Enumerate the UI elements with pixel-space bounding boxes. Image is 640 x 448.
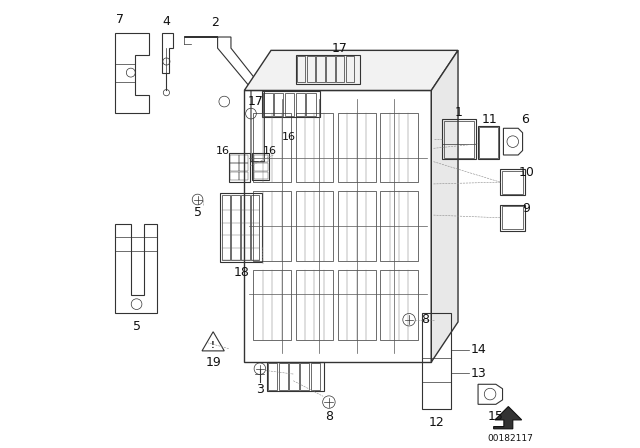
Text: 1: 1 [455, 106, 463, 119]
Polygon shape [431, 50, 458, 362]
Bar [285, 93, 294, 116]
Bar [253, 172, 268, 179]
Text: 19: 19 [205, 356, 221, 369]
Bar [444, 121, 474, 158]
Bar [253, 270, 291, 340]
Bar [274, 93, 284, 116]
Bar [239, 164, 248, 172]
Text: 13: 13 [470, 366, 486, 379]
Text: 4: 4 [163, 15, 170, 28]
Bar [422, 313, 451, 409]
Bar [307, 56, 315, 82]
Text: 5: 5 [132, 320, 141, 333]
Text: 10: 10 [519, 166, 535, 179]
Text: 8: 8 [420, 313, 429, 326]
Bar [244, 90, 431, 362]
Bar [253, 113, 291, 182]
Bar [252, 153, 269, 181]
Bar [338, 270, 376, 340]
Bar [253, 191, 291, 261]
Bar [346, 56, 355, 82]
Bar [316, 56, 325, 82]
Bar [296, 191, 333, 261]
Bar [228, 153, 250, 182]
Bar [221, 194, 230, 260]
Bar [253, 155, 268, 162]
Bar [230, 164, 239, 172]
Bar [289, 363, 299, 390]
Bar [380, 270, 418, 340]
Bar [253, 164, 268, 171]
Text: 17: 17 [332, 42, 348, 55]
Bar [306, 93, 316, 116]
Bar [267, 362, 324, 391]
Bar [251, 194, 259, 260]
Text: !: ! [211, 340, 215, 349]
Text: 16: 16 [282, 132, 296, 142]
Bar [479, 127, 498, 158]
Polygon shape [493, 406, 522, 429]
Bar [296, 113, 333, 182]
Bar [478, 126, 499, 159]
Text: 9: 9 [522, 202, 530, 215]
Text: 7: 7 [116, 13, 124, 26]
Bar [500, 205, 525, 231]
Bar [326, 56, 335, 82]
Bar [241, 194, 250, 260]
Text: 00182117: 00182117 [487, 434, 533, 443]
Bar [264, 93, 273, 116]
Bar [239, 172, 248, 181]
Text: 8: 8 [325, 410, 333, 423]
Bar [502, 206, 524, 229]
Bar [338, 191, 376, 261]
Text: 2: 2 [211, 16, 220, 29]
Bar [300, 363, 309, 390]
Text: 12: 12 [429, 416, 445, 429]
Bar [336, 56, 344, 82]
Bar [310, 363, 320, 390]
Text: 16: 16 [216, 146, 230, 155]
Bar [230, 155, 239, 163]
Bar [296, 270, 333, 340]
Bar [220, 193, 262, 262]
Text: 3: 3 [256, 383, 264, 396]
Bar [297, 56, 305, 82]
Text: 18: 18 [233, 267, 249, 280]
Text: 6: 6 [521, 113, 529, 126]
Bar [239, 155, 248, 163]
Bar [230, 172, 239, 181]
Text: 16: 16 [262, 146, 276, 155]
Bar [232, 194, 240, 260]
Bar [338, 113, 376, 182]
Text: 5: 5 [193, 207, 202, 220]
Bar [380, 113, 418, 182]
Bar [262, 91, 320, 117]
Text: 11: 11 [481, 113, 497, 126]
Bar [380, 191, 418, 261]
Polygon shape [244, 50, 458, 90]
Text: 17: 17 [248, 95, 264, 108]
Bar [442, 119, 476, 159]
Bar [296, 55, 360, 84]
Text: 15: 15 [488, 410, 504, 423]
Bar [500, 169, 525, 195]
Bar [278, 363, 288, 390]
Bar [296, 93, 305, 116]
Text: 14: 14 [470, 343, 486, 356]
Bar [502, 171, 524, 194]
Bar [268, 363, 277, 390]
